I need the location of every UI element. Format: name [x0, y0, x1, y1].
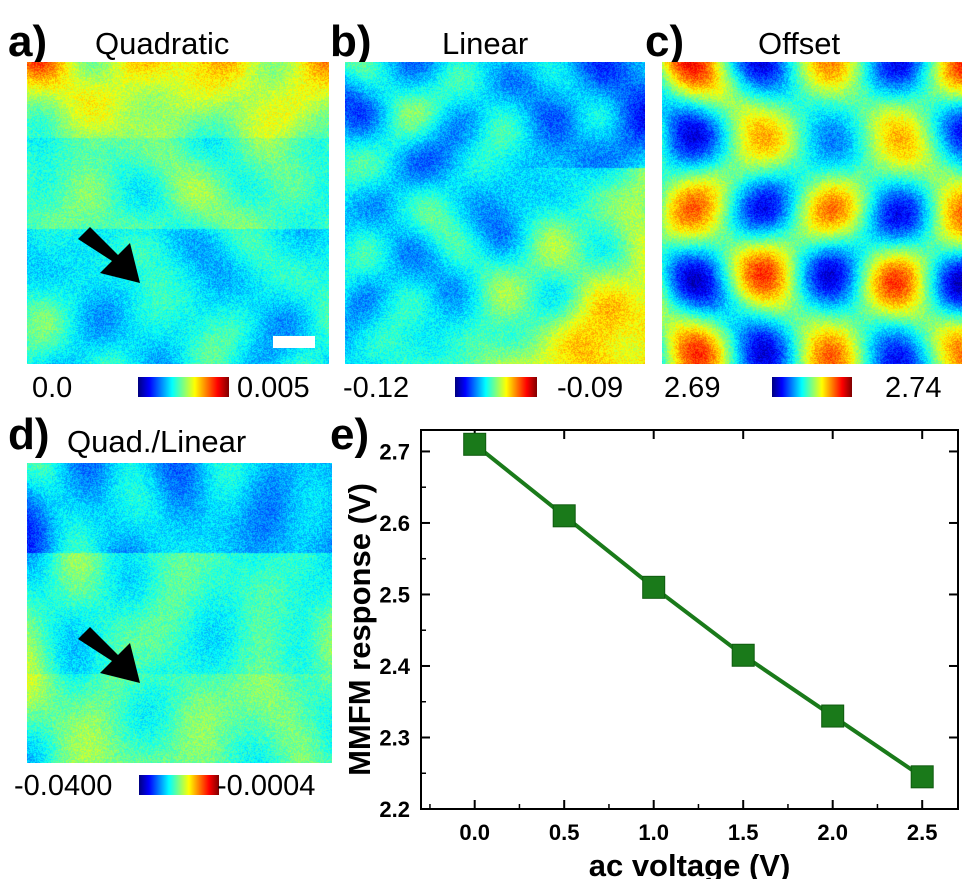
offset-map	[662, 62, 962, 364]
mmfm-response-chart: 0.0 0.5 1.0 1.5 2.0 2.5 2.2 2.3 2.4 2.5 2.6 2.7 ac v…	[342, 429, 959, 879]
data-point	[552, 504, 576, 528]
panel-a-cbar-min: 0.0	[32, 372, 73, 404]
x-tick-label: 2.5	[907, 820, 938, 845]
x-tick-label: 1.0	[638, 820, 669, 845]
data-point	[731, 643, 755, 667]
y-tick-label: 2.7	[379, 439, 410, 464]
panel-c-letter: c)	[645, 17, 685, 66]
y-axis-label: MMFM response (V)	[342, 483, 377, 776]
arrow-icon	[78, 627, 140, 683]
panel-c-cbar-min: 2.69	[664, 372, 721, 404]
panel-b-cbar-max: -0.09	[557, 372, 624, 404]
y-tick-label: 2.5	[379, 582, 410, 607]
quadratic-map	[27, 62, 329, 364]
panel-d-cbar-min: -0.0400	[14, 770, 113, 802]
x-axis-label: ac voltage (V)	[589, 848, 791, 879]
linear-map	[345, 62, 645, 364]
panel-d-letter: d)	[8, 410, 50, 459]
data-point	[463, 432, 487, 456]
panel-e-letter: e)	[330, 410, 370, 459]
x-tick-label: 0.0	[459, 820, 490, 845]
panel-c-colorbar	[772, 377, 852, 397]
quad-linear-map	[27, 463, 332, 763]
panel-c-cbar-max: 2.74	[885, 372, 942, 404]
panel-b-title: Linear	[442, 26, 529, 61]
panel-d-colorbar	[139, 775, 219, 795]
y-tick-label: 2.6	[379, 511, 410, 536]
panel-a-colorbar	[138, 377, 229, 397]
arrow-icon	[78, 227, 140, 283]
x-tick-label: 0.5	[549, 820, 580, 845]
panel-a-letter: a)	[8, 17, 48, 66]
panel-b-cbar-min: -0.12	[343, 372, 410, 404]
data-point	[821, 704, 845, 728]
panel-b-letter: b)	[330, 17, 372, 66]
data-point	[642, 575, 666, 599]
x-tick-label: 1.5	[728, 820, 759, 845]
y-tick-label: 2.3	[379, 725, 410, 750]
y-tick-label: 2.4	[379, 654, 410, 679]
panel-d-cbar-max: -0.0004	[217, 770, 316, 802]
panel-a-cbar-max: 0.005	[237, 372, 310, 404]
y-tick-label: 2.2	[379, 797, 410, 822]
series-line	[473, 442, 924, 779]
scale-bar	[273, 336, 315, 348]
x-tick-label: 2.0	[817, 820, 848, 845]
plot-frame	[420, 429, 959, 810]
panel-d-title: Quad./Linear	[67, 424, 247, 459]
panel-b-colorbar	[455, 377, 537, 397]
panel-a-title: Quadratic	[95, 26, 230, 61]
panel-c-title: Offset	[758, 26, 841, 61]
data-point	[910, 765, 934, 789]
